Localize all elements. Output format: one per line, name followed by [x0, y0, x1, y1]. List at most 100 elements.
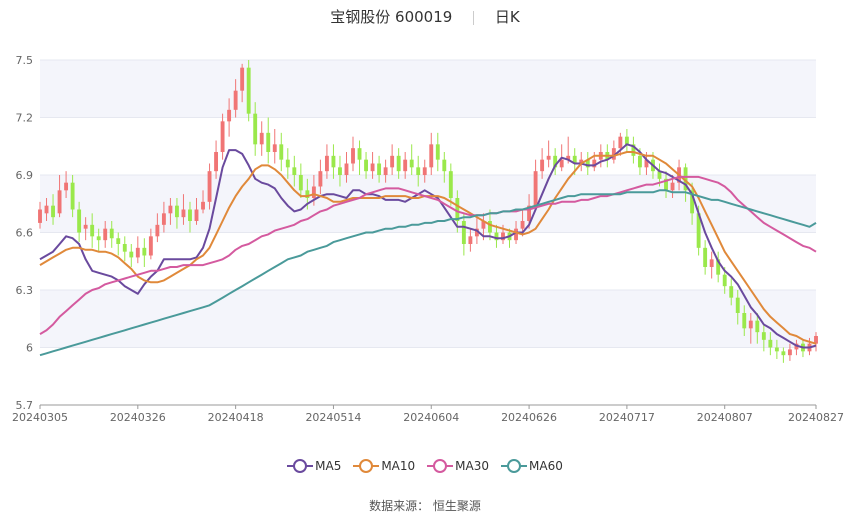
candle	[64, 171, 69, 198]
candle-body	[122, 244, 127, 252]
candle	[683, 163, 688, 202]
x-axis: 20240305 20240326 20240418 20240514 20240604…	[12, 404, 844, 424]
candle	[461, 213, 466, 256]
x-tick-label: 20240827	[788, 411, 844, 424]
candle-body	[761, 332, 766, 340]
candle-body	[292, 167, 297, 175]
legend-swatch	[287, 458, 314, 473]
candle	[533, 159, 538, 210]
candle-body	[755, 320, 760, 333]
plot-band	[40, 290, 816, 348]
candle-body	[383, 167, 388, 175]
candle-body	[592, 159, 597, 168]
candle-body	[135, 247, 140, 258]
candle-body	[768, 339, 773, 348]
candle	[631, 136, 636, 164]
candle	[51, 194, 55, 225]
candle	[585, 152, 590, 175]
candle-body	[142, 247, 147, 256]
candle-body	[338, 167, 342, 175]
candle	[351, 136, 355, 172]
candle	[266, 117, 271, 164]
candle-body	[716, 259, 721, 275]
candle-body	[90, 224, 95, 237]
candle-body	[246, 67, 251, 114]
candle	[259, 121, 264, 156]
candle	[540, 148, 545, 179]
candle	[272, 129, 277, 164]
gridlines	[40, 59, 816, 406]
x-tick-label: 20240807	[697, 411, 753, 424]
candle-body	[344, 163, 349, 175]
plot-background-bands	[40, 60, 816, 348]
candle-body	[644, 159, 649, 168]
candle-body	[520, 221, 525, 229]
legend-item-ma5[interactable]: MA5	[287, 458, 341, 473]
candle-body	[240, 67, 245, 91]
candle-body	[311, 186, 316, 198]
candle	[781, 347, 786, 363]
candle-body	[272, 144, 277, 152]
candle-body	[194, 209, 199, 221]
candle-body	[416, 167, 421, 175]
candle	[194, 198, 199, 225]
candle-body	[253, 113, 258, 145]
candle	[553, 148, 558, 175]
data-source: 数据来源： 恒生聚源	[0, 497, 850, 514]
plot-band	[40, 60, 816, 118]
candle	[161, 201, 166, 233]
legend-label: MA10	[381, 458, 416, 473]
candle	[188, 201, 192, 233]
candle	[579, 152, 584, 172]
candle-body	[161, 213, 166, 225]
candle-body	[351, 148, 355, 164]
candle-body	[722, 274, 727, 287]
candle	[201, 190, 205, 214]
series-line-ma60	[39, 189, 817, 357]
candle-body	[227, 109, 232, 122]
candle	[494, 224, 499, 248]
candle	[331, 144, 336, 179]
candle-body	[331, 155, 336, 168]
legend-swatch	[501, 458, 528, 473]
candle-body	[787, 349, 792, 356]
candle	[618, 132, 623, 156]
candle	[77, 201, 82, 243]
candle-body	[259, 132, 264, 145]
candle-body	[611, 148, 616, 160]
legend-item-ma10[interactable]: MA10	[353, 458, 415, 473]
x-tick-label: 20240604	[403, 411, 459, 424]
candle	[546, 140, 551, 168]
source-value: 恒生聚源	[432, 499, 481, 513]
candle-body	[233, 90, 238, 110]
candle	[344, 152, 349, 183]
candle-body	[38, 209, 42, 223]
candle	[396, 148, 401, 179]
candle	[364, 152, 368, 179]
series-line-ma30	[39, 175, 817, 335]
candle-body	[566, 155, 571, 160]
candle-body	[279, 144, 284, 160]
candle	[377, 155, 382, 183]
x-tick-label: 20240326	[110, 411, 166, 424]
candle-body	[364, 159, 368, 172]
candle-body	[396, 155, 401, 172]
candle-body	[494, 232, 499, 241]
legend-item-ma30[interactable]: MA30	[427, 458, 489, 473]
candle-body	[559, 159, 564, 168]
candle-body	[83, 224, 88, 229]
candle	[703, 240, 708, 275]
candle-body	[390, 155, 395, 168]
candle	[390, 144, 395, 175]
candle	[357, 140, 362, 175]
candle-body	[377, 163, 382, 175]
candle-body	[709, 259, 714, 267]
legend-item-ma60[interactable]: MA60	[501, 458, 563, 473]
candle	[429, 132, 434, 175]
source-label: 数据来源：	[369, 499, 430, 513]
candle-body	[207, 171, 212, 202]
candle-body	[129, 251, 134, 258]
candle-body	[742, 313, 747, 329]
candle	[664, 171, 668, 198]
candle-body	[370, 163, 375, 172]
